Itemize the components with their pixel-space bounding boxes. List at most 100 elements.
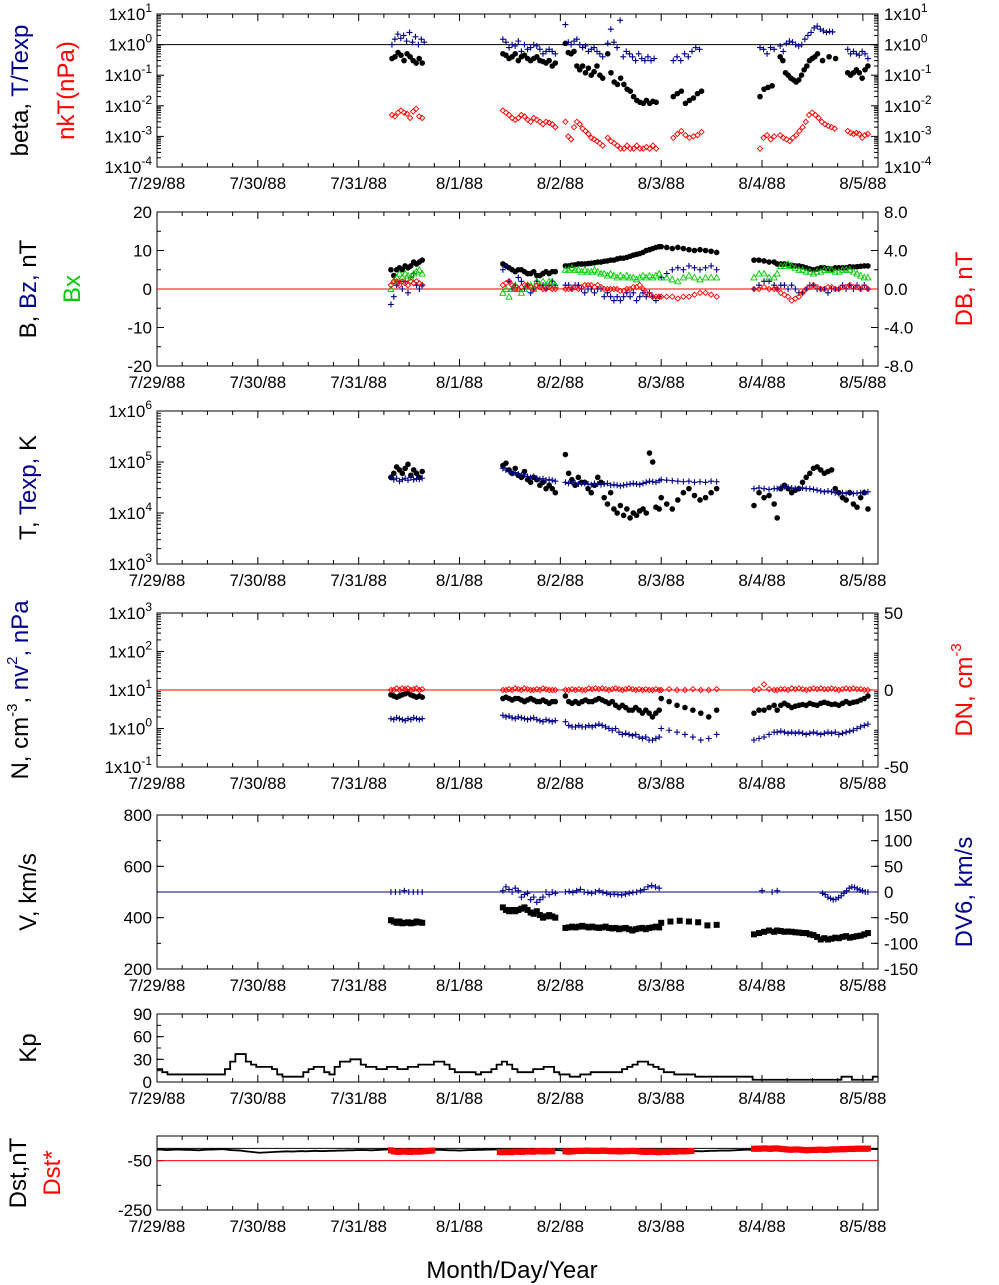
data-point [774,887,781,894]
data-point [806,267,814,275]
data-point [594,481,601,488]
data-point [691,492,698,499]
data-point [785,730,792,737]
data-point [669,266,676,273]
data-point [761,928,768,935]
data-point [821,120,829,128]
data-point [533,277,541,285]
data-point [810,486,817,493]
data-point [832,489,839,496]
data-point [652,479,659,486]
data-point [524,473,531,480]
y-tick-label: 1x103 [108,551,152,574]
data-point [713,293,720,300]
y-axis-label: Dst* [39,1150,66,1195]
data-point [646,710,652,716]
right-tick-label: 0.0 [884,280,908,299]
data-point [530,910,537,917]
data-point [609,685,616,693]
data-point [396,686,403,694]
y-tick-label: 1x10-1 [104,62,152,85]
density-panel: 1x10-1 1x100 1x101 1x102 1x103 -50 0 50 7/29/88 7… [4,600,978,793]
data-point [674,53,681,60]
right-tick-label: 4.0 [884,242,908,261]
data-point [766,704,772,711]
data-point [853,269,861,277]
data-point [814,23,821,30]
x-tick-label: 8/2/88 [537,774,584,793]
data-point [657,686,665,694]
data-point [575,474,582,481]
x-tick-label: 8/2/88 [537,1089,584,1108]
data-point [607,482,614,489]
data-point [713,685,720,693]
data-point [639,285,647,293]
data-point [530,894,537,901]
data-point [499,288,507,296]
data-point [859,887,866,894]
data-point [766,927,773,934]
data-point [626,926,633,933]
data-point [860,273,869,281]
data-point [774,927,781,934]
data-point [562,693,569,699]
data-point [499,36,506,43]
data-point [675,497,681,503]
data-point [810,729,817,736]
data-point [562,118,569,126]
data-point [780,134,787,142]
data-point [636,273,644,281]
data-point [419,715,426,722]
data-point [402,465,408,472]
data-point [702,479,709,486]
right-tick-label: 0 [884,681,893,700]
data-point [814,933,821,940]
data-point [808,29,815,36]
right-axis-label: DV6, km/s [951,837,978,948]
data-point [508,114,516,122]
data-point [499,465,506,472]
data-point [571,283,579,291]
data-point [824,729,831,736]
data-point [629,685,636,693]
data-point [708,478,715,485]
data-point [546,891,553,898]
data-point [609,698,616,705]
data-point [602,923,609,930]
data-point [781,282,788,289]
data-point [646,450,653,456]
data-point [591,44,598,51]
data-point [656,506,662,512]
data-point [623,271,631,279]
data-point [582,723,589,730]
data-point [394,31,401,38]
data-point [850,727,857,734]
data-point [633,142,641,149]
x-tick-label: 8/5/88 [839,1217,886,1236]
data-point [565,924,572,931]
data-point [390,293,397,300]
data-point [515,906,522,913]
data-point [792,131,800,139]
data-point [620,53,627,60]
data-point [685,918,692,925]
data-point [577,267,586,275]
data-point [606,269,615,277]
data-point [832,485,839,492]
data-point [595,685,603,693]
data-point [750,285,758,293]
data-point [518,905,525,912]
data-point [575,481,582,488]
data-point [771,928,778,935]
data-point [697,246,703,253]
data-point [801,36,808,43]
data-point [641,886,648,893]
right-tick-label: 1x100 [884,32,928,55]
data-point [530,41,537,48]
data-point [766,486,773,493]
data-point [691,479,698,486]
data-point [826,53,832,60]
data-point [632,731,639,738]
data-point [419,475,426,482]
data-point [396,478,403,485]
